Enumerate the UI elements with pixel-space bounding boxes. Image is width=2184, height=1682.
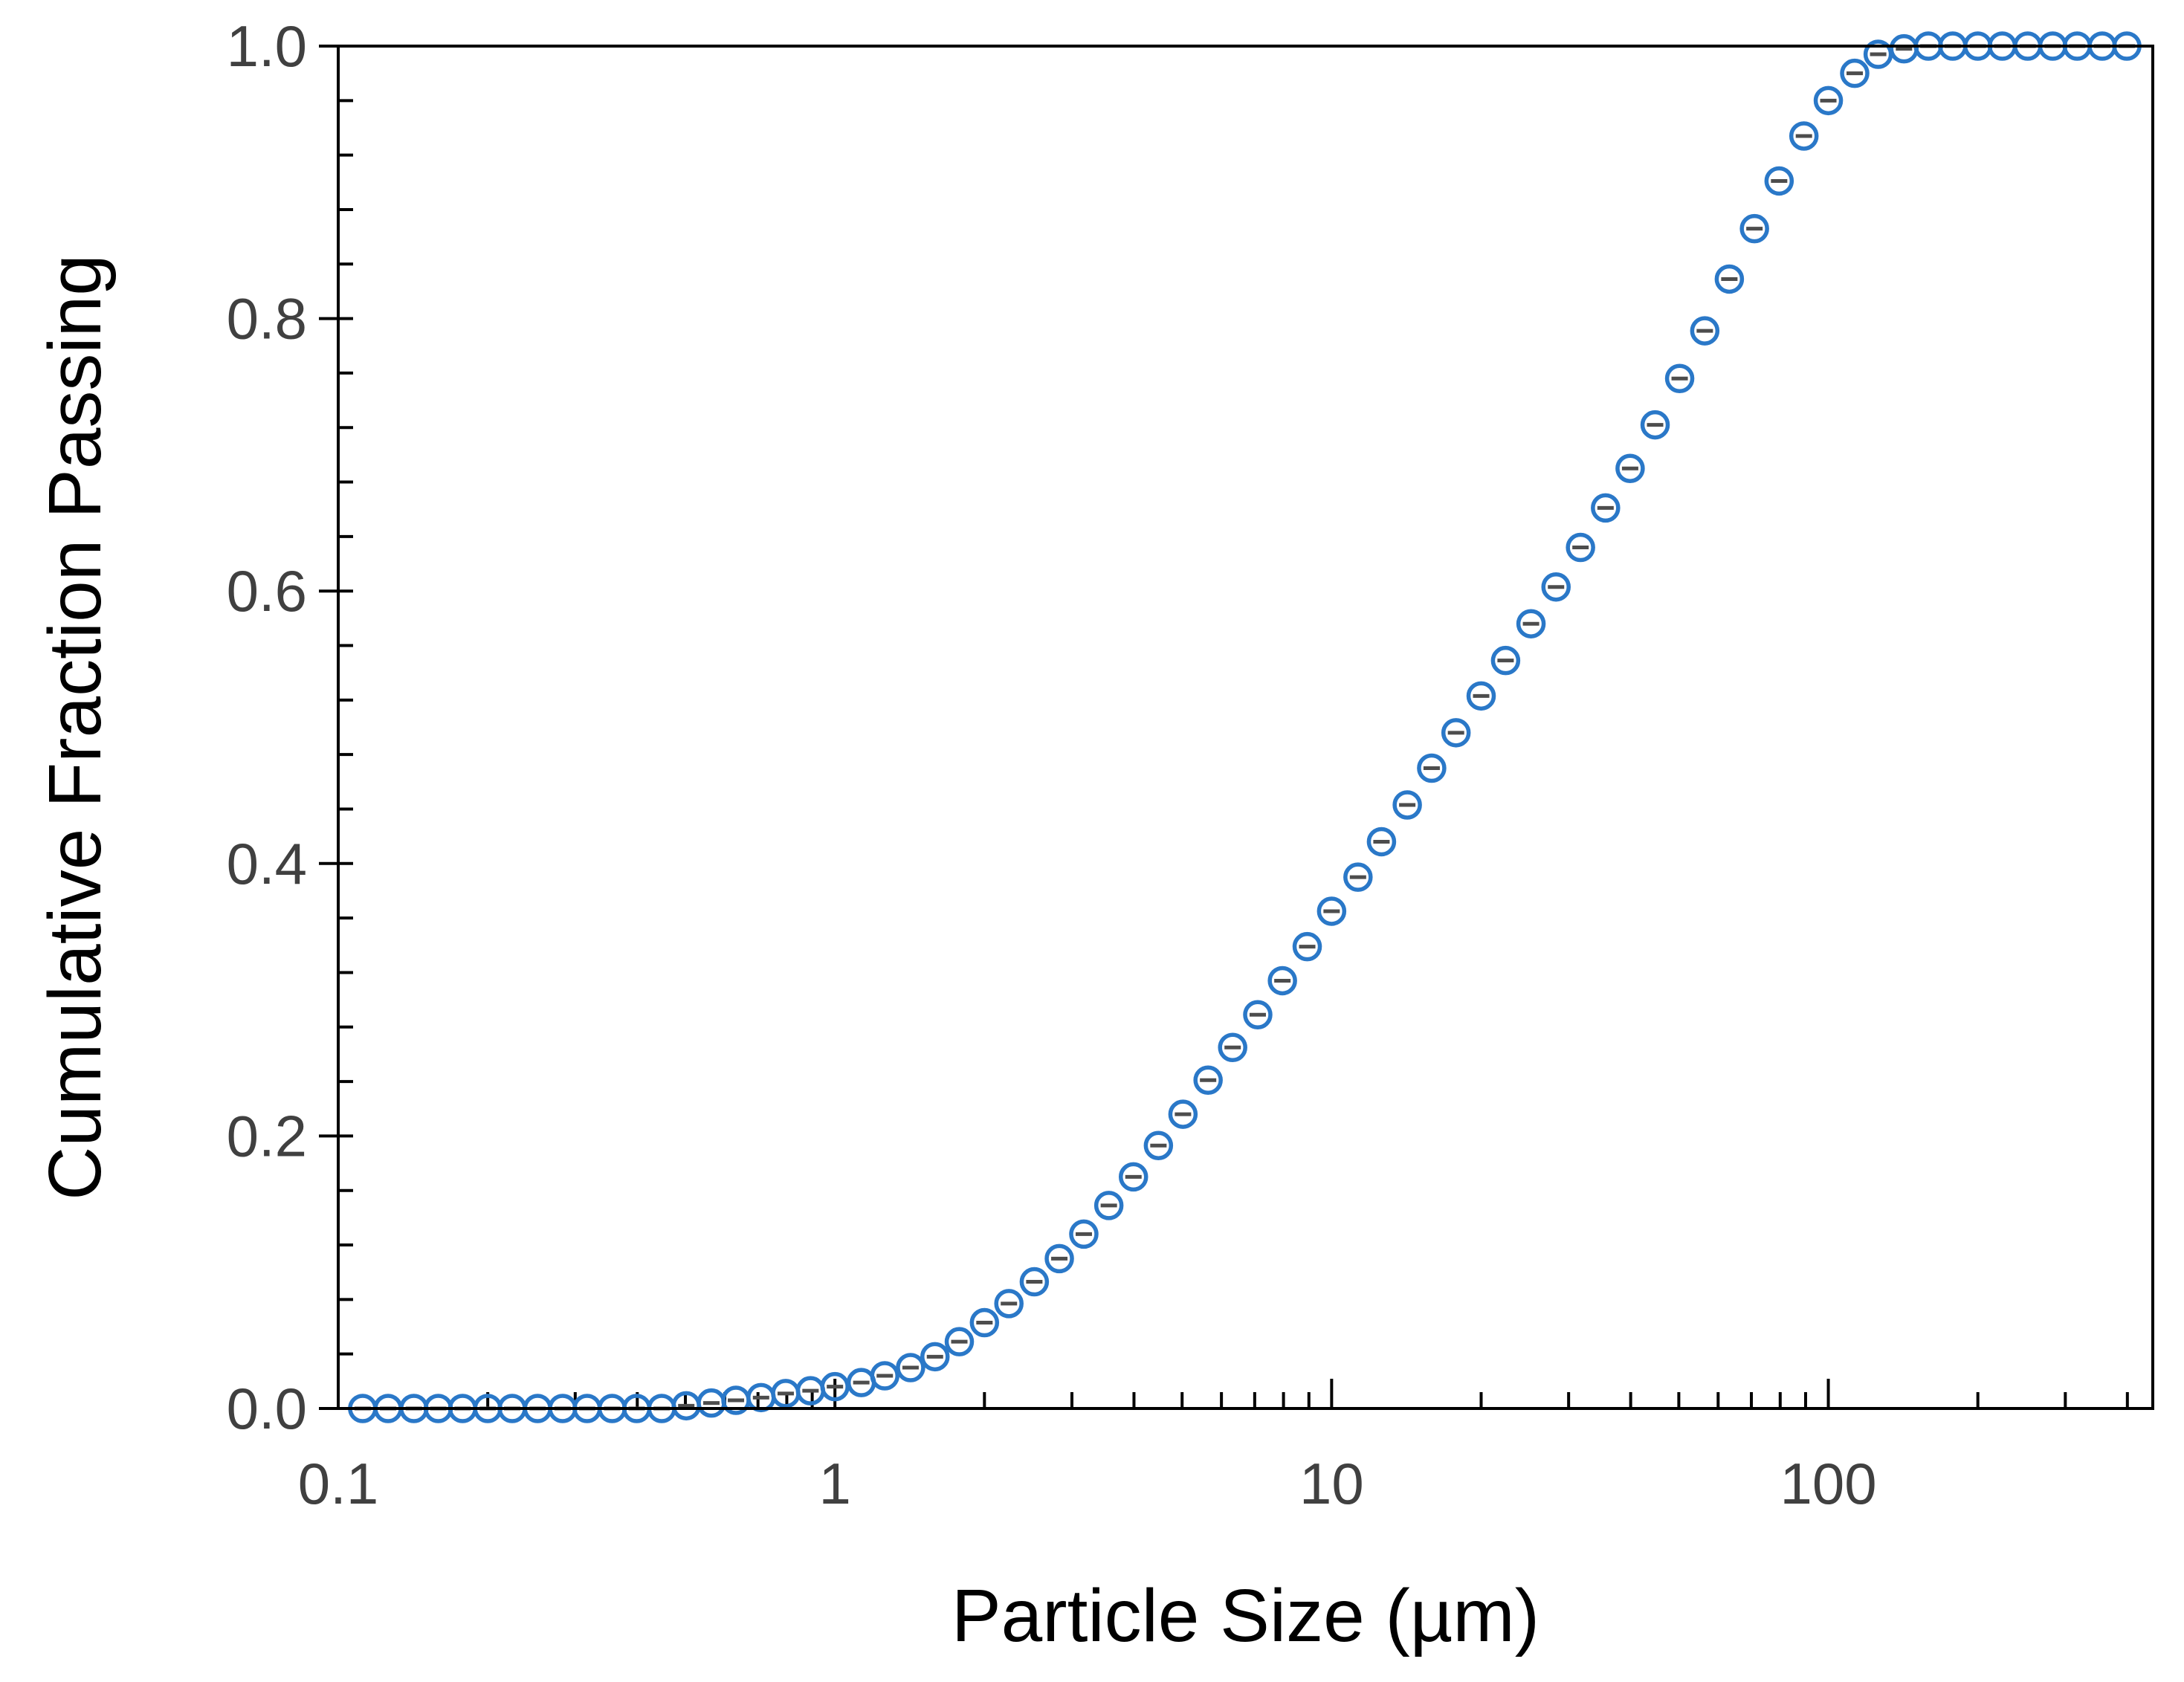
y-tick-labels: 0.0 0.2 0.4 0.6 0.8 1.0 <box>227 13 307 1441</box>
y-major-ticks <box>319 45 338 1410</box>
data-point <box>1093 1191 1124 1220</box>
data-point <box>1218 1032 1247 1063</box>
data-point <box>1193 1065 1223 1095</box>
data-point <box>1813 85 1844 116</box>
data-point <box>1316 896 1347 926</box>
data-point <box>1566 532 1595 563</box>
data-point <box>1292 931 1322 962</box>
data-point <box>920 1342 950 1372</box>
data-point <box>1343 862 1373 892</box>
data-point <box>1516 609 1546 638</box>
x-axis-title: Particle Size (µm) <box>952 1574 1540 1657</box>
x-minor-ticks <box>486 1392 2129 1408</box>
data-point <box>1714 264 1745 294</box>
data-point <box>1267 965 1297 996</box>
plot-frame <box>337 45 2154 1410</box>
data-point <box>1591 493 1621 523</box>
data-point <box>994 1289 1024 1319</box>
data-point <box>1366 827 1397 857</box>
x-tick-labels: 0.1 1 10 100 <box>298 1451 1877 1516</box>
data-point <box>1044 1243 1074 1274</box>
data-point <box>1840 58 1870 88</box>
data-point <box>1441 718 1471 748</box>
y-tick-label: 0.4 <box>227 831 307 896</box>
y-tick-label: 0.2 <box>227 1103 307 1168</box>
data-points <box>348 31 2142 1423</box>
y-axis-title: Cumulative Fraction Passing <box>33 254 117 1200</box>
data-point <box>944 1327 975 1356</box>
data-point <box>1640 410 1670 440</box>
x-tick-label: 10 <box>1299 1451 1364 1516</box>
x-tick-label: 1 <box>818 1451 850 1516</box>
data-point <box>1615 453 1645 483</box>
data-point <box>1664 363 1695 394</box>
data-point <box>1118 1162 1148 1192</box>
y-minor-ticks <box>338 99 353 1356</box>
data-point <box>1739 213 1769 244</box>
y-tick-label: 0.6 <box>227 558 307 624</box>
data-point <box>1243 1000 1273 1030</box>
data-point <box>1069 1219 1099 1249</box>
data-point <box>1019 1267 1050 1297</box>
data-point <box>1168 1099 1198 1129</box>
data-point <box>1417 753 1447 783</box>
x-tick-label: 100 <box>1780 1451 1876 1516</box>
x-tick-label: 0.1 <box>298 1451 378 1516</box>
y-tick-label: 0.0 <box>227 1376 307 1441</box>
data-point <box>1690 316 1720 346</box>
y-tick-label: 0.8 <box>227 286 307 352</box>
y-tick-label: 1.0 <box>227 13 307 79</box>
data-point <box>1392 790 1422 820</box>
data-point <box>1143 1131 1174 1160</box>
data-point <box>1541 572 1571 602</box>
data-point <box>1789 121 1819 151</box>
data-point <box>870 1361 899 1391</box>
data-point <box>1764 166 1794 196</box>
data-point <box>896 1353 925 1382</box>
data-point <box>969 1307 1000 1338</box>
data-point <box>1466 681 1496 711</box>
data-point <box>1490 645 1521 676</box>
